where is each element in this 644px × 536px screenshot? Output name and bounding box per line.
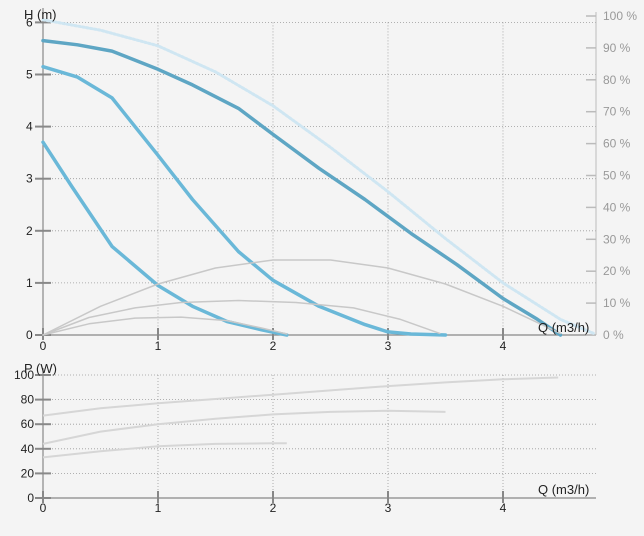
head-y-axis-label: H (m) [24, 7, 57, 22]
power-y-tick-label: 20 [21, 466, 35, 480]
power-chart: 0 20 40 60 80 100 0 1 2 3 4 P (W) Q (m3/h) [14, 361, 596, 515]
efficiency-tick-label: 20 % [603, 264, 631, 278]
power-curve-1 [42, 376, 559, 417]
head-grid [43, 21, 596, 335]
efficiency-tick-label: 40 % [603, 200, 631, 214]
efficiency-tick-label: 30 % [603, 232, 631, 246]
head-x-axis-label: Q (m3/h) [538, 320, 589, 335]
power-y-axis-label: P (W) [24, 361, 57, 376]
power-y-tick-label: 0 [27, 491, 34, 505]
power-grid [43, 374, 596, 498]
power-x-tick-label: 4 [500, 501, 507, 515]
efficiency-tick-label: 80 % [603, 73, 631, 87]
efficiency-tick-label: 10 % [603, 296, 631, 310]
efficiency-tick-label: 90 % [603, 41, 631, 55]
power-x-tick-label: 2 [270, 501, 277, 515]
head-x-tick-label: 1 [155, 339, 162, 353]
head-y-tick-label: 0 [26, 328, 33, 342]
head-series [41, 18, 597, 337]
power-curve-3 [42, 442, 287, 459]
efficiency-curve [42, 316, 288, 336]
power-axes [35, 368, 596, 503]
head-x-tick-label: 2 [270, 339, 277, 353]
efficiency-tick-label: 50 % [603, 169, 631, 183]
power-x-tick-label: 3 [385, 501, 392, 515]
head-curve-2 [41, 64, 448, 337]
power-x-tick-label: 1 [155, 501, 162, 515]
head-curve-3 [41, 140, 289, 337]
head-y-tick-label: 3 [26, 172, 33, 186]
head-y-tick-label: 4 [26, 120, 33, 134]
head-x-tick-label: 3 [385, 339, 392, 353]
efficiency-curve [42, 299, 441, 336]
head-y-tick-label: 5 [26, 68, 33, 82]
efficiency-tick-label: 100 % [603, 9, 637, 23]
power-curve-2 [42, 409, 446, 445]
head-axes [35, 8, 597, 340]
efficiency-tick-label: 60 % [603, 137, 631, 151]
power-tick-labels: 0 20 40 60 80 100 0 1 2 3 4 [14, 368, 507, 515]
head-x-tick-label: 0 [40, 339, 47, 353]
power-y-tick-label: 100 [14, 368, 34, 382]
power-y-tick-label: 40 [21, 442, 35, 456]
efficiency-tick-label: 0 % [603, 328, 624, 342]
power-series [42, 376, 559, 459]
head-x-tick-label: 4 [500, 339, 507, 353]
power-y-tick-label: 80 [21, 393, 35, 407]
power-x-tick-label: 0 [40, 501, 47, 515]
power-y-tick-label: 60 [21, 417, 35, 431]
head-curve-1 [41, 38, 563, 337]
power-x-axis-label: Q (m3/h) [538, 482, 589, 497]
efficiency-curve [42, 259, 562, 336]
head-y-tick-label: 2 [26, 224, 33, 238]
head-y-tick-label: 6 [26, 15, 33, 29]
max-head-envelope [41, 18, 597, 336]
efficiency-tick-label: 70 % [603, 105, 631, 119]
head-y-tick-label: 1 [26, 276, 33, 290]
